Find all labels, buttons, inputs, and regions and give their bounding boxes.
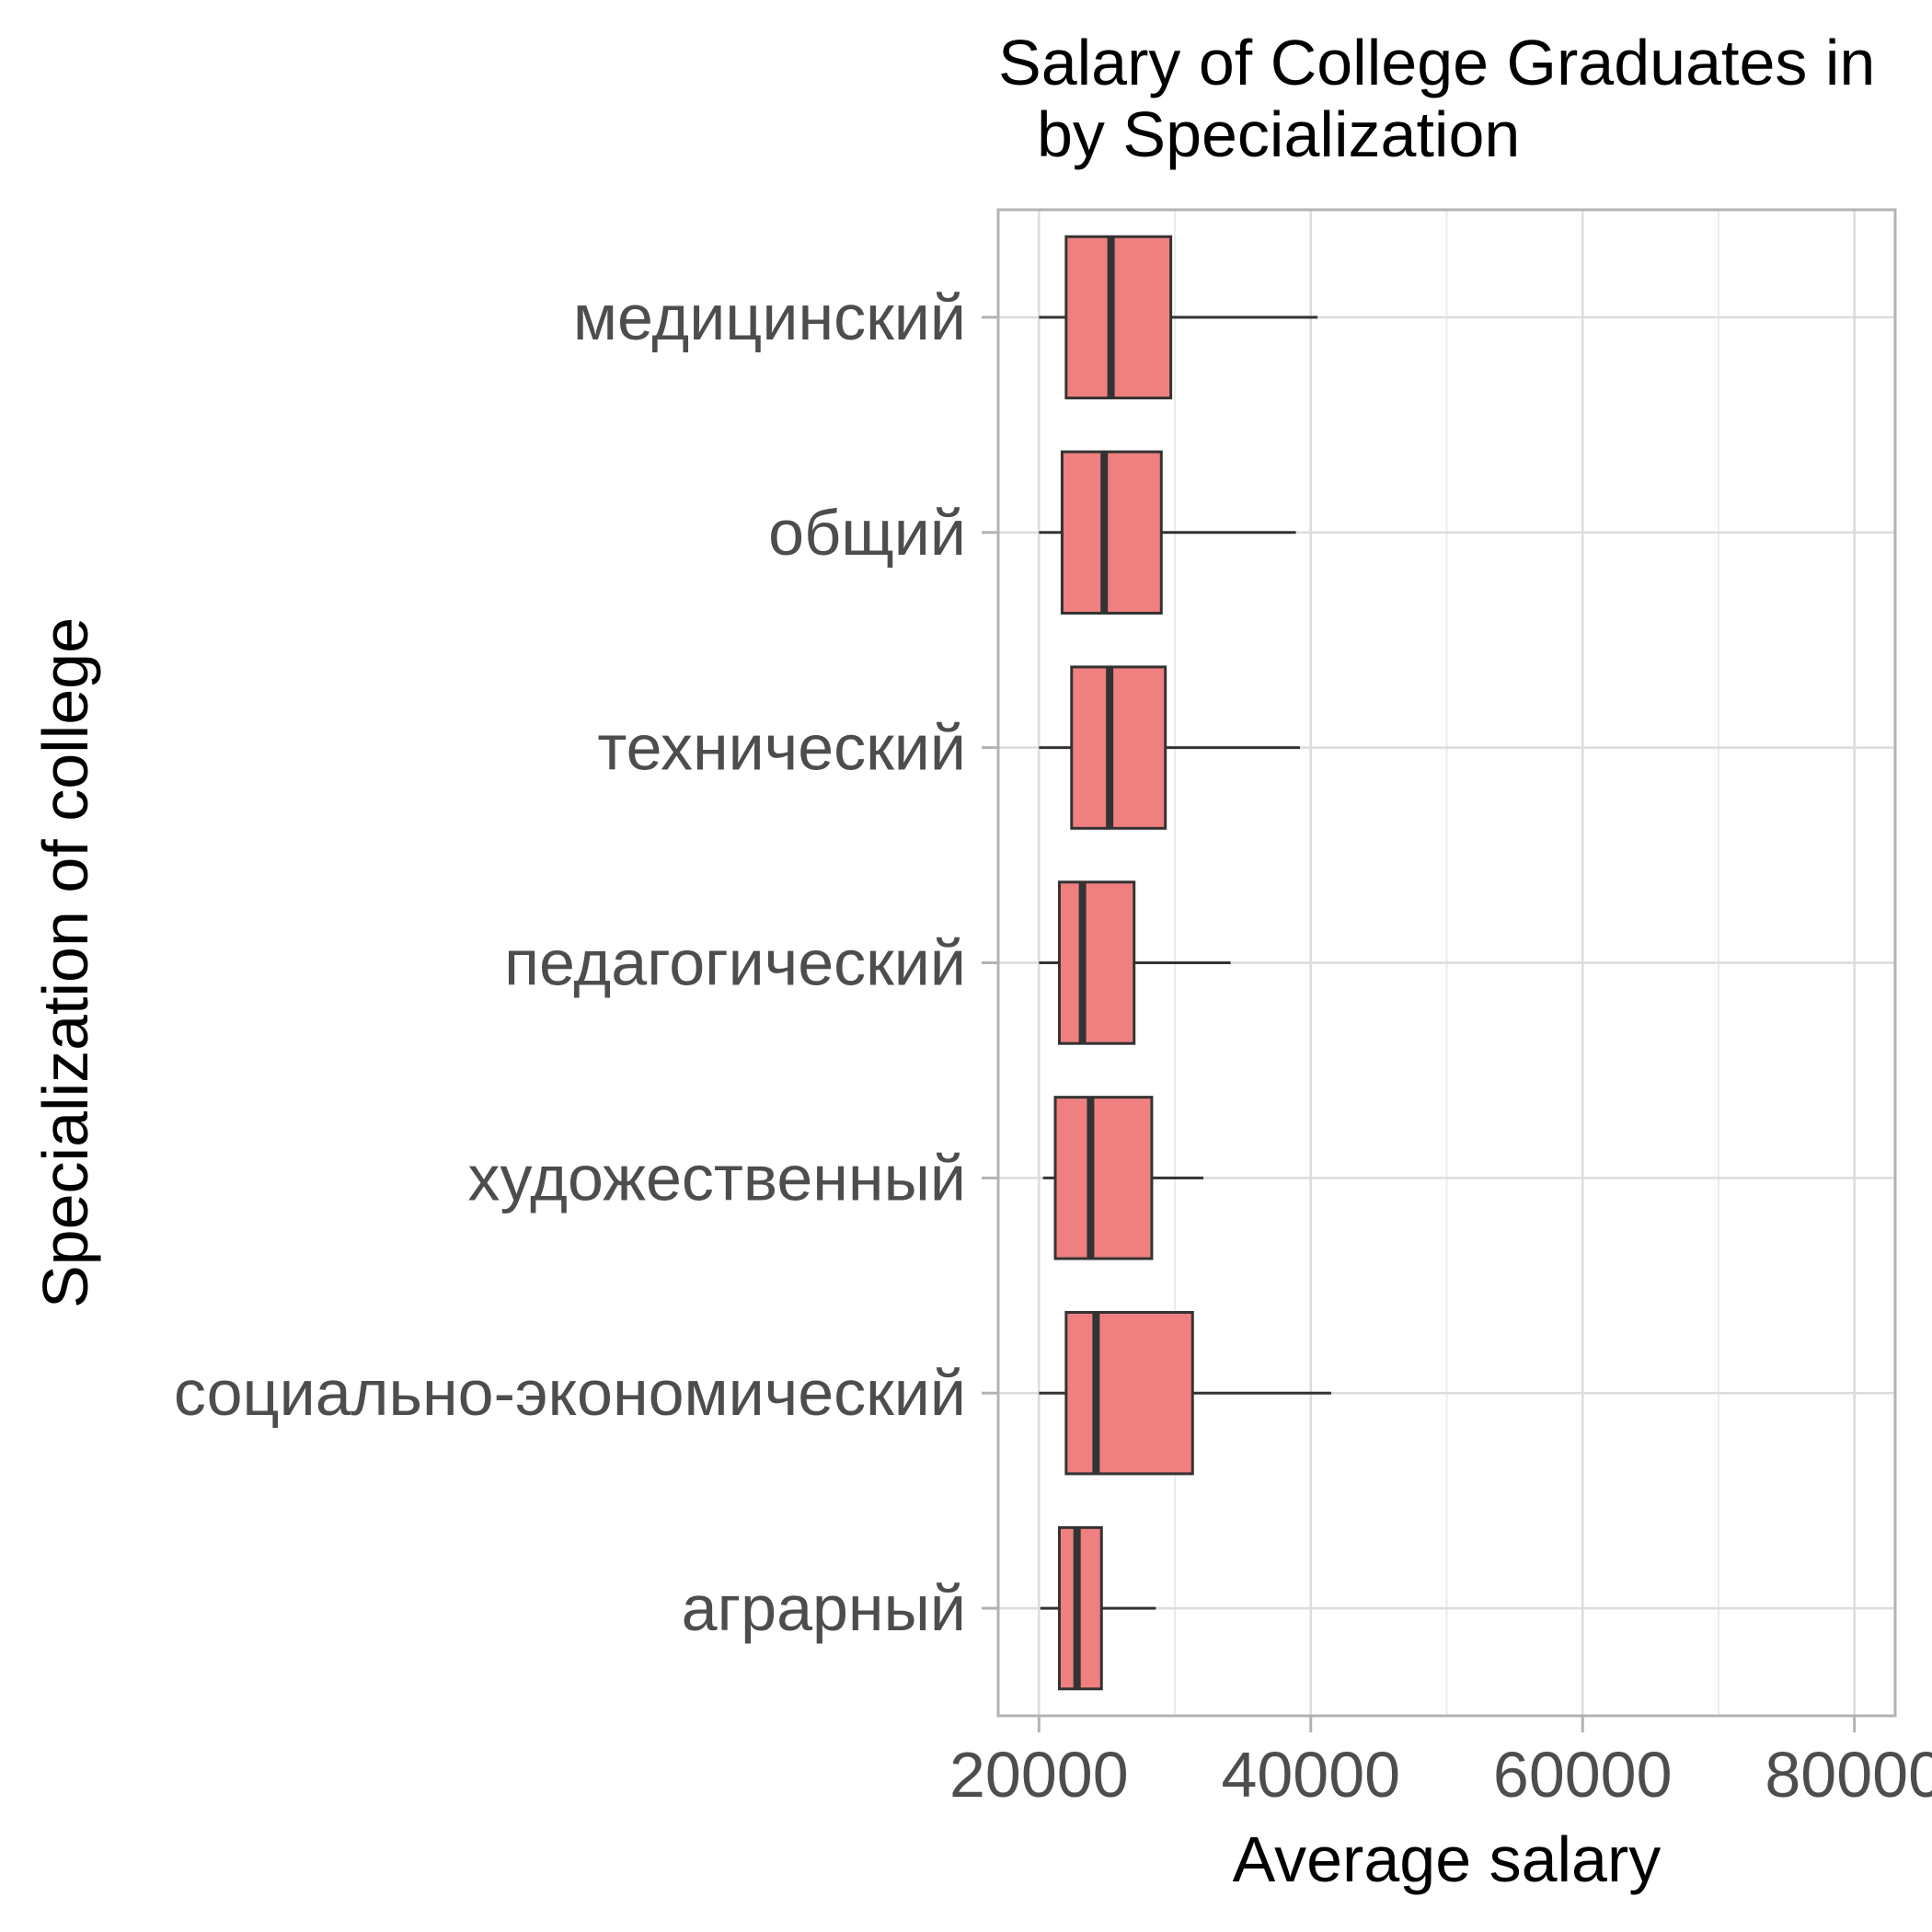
x-tick-label: 80000	[1765, 1739, 1932, 1811]
boxplot-2	[1039, 665, 1300, 830]
y-tick-label: общий	[768, 497, 966, 569]
y-tick-label: технический	[597, 712, 966, 784]
y-tick-label: художественный	[467, 1142, 966, 1213]
y-tick-label: аграрный	[682, 1572, 966, 1644]
box-iqr	[1060, 450, 1163, 615]
y-axis-title: Specialization of college	[29, 617, 101, 1308]
x-tick-label: 40000	[1221, 1739, 1400, 1811]
x-tick-label: 60000	[1493, 1739, 1673, 1811]
boxplot-3	[1039, 880, 1231, 1045]
box-iqr	[1053, 1096, 1154, 1260]
box-iqr	[1064, 1311, 1194, 1476]
chart-subtitle: by Specialization	[1037, 98, 1520, 170]
y-tick-label: педагогический	[504, 927, 966, 999]
boxplot-5	[1039, 1311, 1331, 1476]
box-iqr	[1057, 880, 1136, 1045]
boxplot-6	[1040, 1525, 1156, 1691]
boxplot-1	[1039, 450, 1296, 615]
x-axis: 20000 40000 60000 80000	[949, 1716, 1932, 1811]
x-axis-title: Average salary	[1233, 1823, 1662, 1895]
chart-title: Salary of College Graduates in	[998, 27, 1875, 98]
y-tick-label: социально-экономический	[174, 1357, 966, 1429]
y-axis: медицинский общий технический педагогически…	[174, 282, 998, 1644]
boxplots	[1039, 235, 1331, 1691]
box-iqr	[1070, 665, 1167, 830]
boxplot-0	[1039, 235, 1318, 400]
box-iqr	[1064, 235, 1173, 400]
x-tick-label: 20000	[949, 1739, 1129, 1811]
boxplot-4	[1042, 1096, 1204, 1260]
y-tick-label: медицинский	[573, 282, 966, 353]
